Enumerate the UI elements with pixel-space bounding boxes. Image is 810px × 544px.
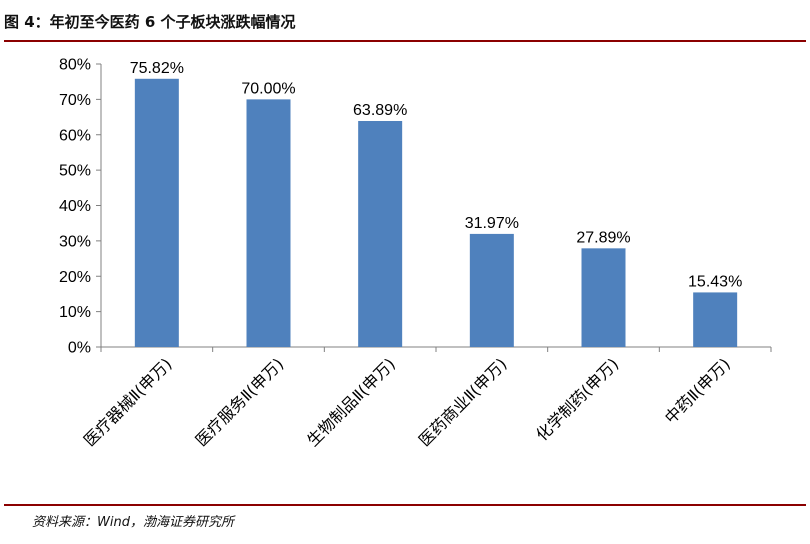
bar [469,233,514,347]
y-tick-label: 70% [59,92,91,109]
y-tick-label: 10% [59,304,91,321]
y-tick-label: 0% [68,340,91,357]
x-category-label: 化学制药(申万) [532,354,622,444]
figure-title: 图 4：年初至今医药 6 个子板块涨跌幅情况 [4,13,296,31]
data-label: 31.97% [465,215,519,232]
data-label: 15.43% [688,273,742,290]
top-rule [4,40,806,42]
y-tick-label: 50% [59,163,91,180]
data-label: 70.00% [241,80,295,97]
x-category-label: 医疗器械Ⅱ(申万) [80,354,176,450]
bar [358,120,403,347]
bar [581,248,626,347]
bar [693,292,738,347]
y-tick-label: 30% [59,233,91,250]
source-note: 资料来源：Wind，渤海证券研究所 [32,515,234,530]
data-label: 27.89% [576,229,630,246]
y-tick-label: 40% [59,198,91,215]
y-tick-label: 60% [59,127,91,144]
x-category-label: 医药商业Ⅱ(申万) [415,354,511,450]
y-tick-label: 20% [59,269,91,286]
y-tick-label: 80% [59,57,91,74]
x-category-label: 生物制品Ⅱ(申万) [303,354,399,450]
bar [134,78,179,348]
x-category-label: 医疗服务Ⅱ(申万) [192,354,288,450]
x-category-label: 中药Ⅱ(申万) [661,354,734,427]
data-label: 63.89% [353,102,407,119]
bar [246,99,291,347]
data-label: 75.82% [130,60,184,77]
bottom-rule [4,504,806,506]
